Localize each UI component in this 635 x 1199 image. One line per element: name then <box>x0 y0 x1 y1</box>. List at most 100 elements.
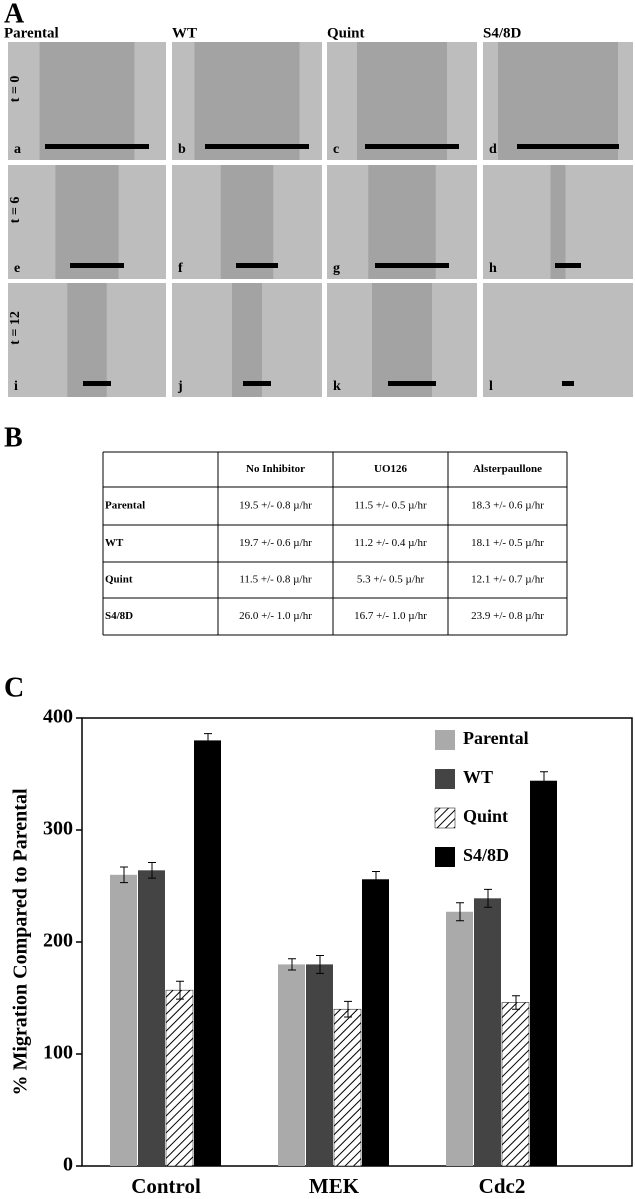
panel-letter: a <box>14 142 21 157</box>
error-bar <box>204 733 212 748</box>
bar <box>362 879 389 1166</box>
legend-label: WT <box>463 767 493 787</box>
table-header: UO126 <box>374 463 408 475</box>
legend-label: Quint <box>463 806 508 826</box>
table-cell: 11.2 +/- 0.4 µ/hr <box>354 537 427 549</box>
table-cell: 11.5 +/- 0.5 µ/hr <box>354 500 427 512</box>
panel-label: A <box>4 0 25 29</box>
scale-bar <box>236 263 278 268</box>
y-tick-label: 0 <box>63 1154 73 1176</box>
row-header: Parental <box>105 500 145 512</box>
panel-letter: g <box>333 261 340 276</box>
wound-area <box>357 42 447 160</box>
error-bar <box>316 954 324 974</box>
error-bar <box>288 958 296 971</box>
error-bar <box>176 980 184 1000</box>
scale-bar <box>70 263 124 268</box>
legend-swatch <box>434 807 456 829</box>
column-label: WT <box>172 25 197 41</box>
x-tick-label: MEK <box>309 1174 360 1198</box>
panel-letter: e <box>14 261 20 276</box>
panel-letter: b <box>178 142 186 157</box>
legend-swatch <box>435 769 455 789</box>
scale-bar <box>562 381 574 386</box>
error-bar <box>344 1000 352 1018</box>
row-label: t = 0 <box>8 76 23 103</box>
bar <box>530 780 557 1166</box>
error-bar <box>120 866 128 884</box>
table-cell: 23.9 +/- 0.8 µ/hr <box>471 610 544 622</box>
table-cell: 18.3 +/- 0.6 µ/hr <box>471 500 544 512</box>
row-label: t = 6 <box>8 197 23 224</box>
panel-letter: l <box>489 379 493 394</box>
error-bar <box>456 902 464 922</box>
wound-area <box>194 42 300 160</box>
y-tick-label: 400 <box>43 706 73 728</box>
panel-letter: f <box>178 261 183 276</box>
wound-area <box>372 283 432 397</box>
wound-area <box>498 42 618 160</box>
bar <box>278 964 305 1166</box>
y-tick-label: 200 <box>43 930 73 952</box>
column-label: Quint <box>327 25 365 41</box>
error-bar <box>148 861 156 879</box>
wound-area <box>55 165 119 279</box>
scale-bar <box>45 144 149 149</box>
panel-letter: j <box>177 379 183 394</box>
error-bar <box>512 995 520 1010</box>
y-tick-label: 100 <box>43 1042 73 1064</box>
bar <box>110 874 137 1166</box>
table-header: Alsterpaullone <box>473 463 542 475</box>
table-cell: 26.0 +/- 1.0 µ/hr <box>239 610 312 622</box>
bar <box>501 1002 530 1167</box>
bar <box>138 870 165 1166</box>
panel-label: B <box>4 422 23 453</box>
micrograph <box>483 283 633 397</box>
scale-bar <box>83 381 111 386</box>
x-tick-label: Cdc2 <box>479 1174 526 1198</box>
row-label: t = 12 <box>8 311 23 345</box>
error-bar <box>540 771 548 791</box>
column-label: Parental <box>4 25 59 41</box>
scale-bar <box>205 144 309 149</box>
table-cell: 19.5 +/- 0.8 µ/hr <box>239 500 312 512</box>
panel-letter: d <box>489 142 497 157</box>
scale-bar <box>375 263 449 268</box>
wound-area <box>550 165 566 279</box>
scale-bar <box>555 263 581 268</box>
row-header: WT <box>105 537 124 549</box>
error-bar <box>372 870 380 888</box>
error-bar <box>484 888 492 908</box>
panel-letter: h <box>489 261 497 276</box>
wound-area <box>220 165 274 279</box>
row-header: Quint <box>105 574 133 586</box>
scale-bar <box>243 381 271 386</box>
x-tick-label: Control <box>131 1174 201 1198</box>
table-cell: 11.5 +/- 0.8 µ/hr <box>239 574 312 586</box>
wound-area <box>368 165 436 279</box>
table-header: No Inhibitor <box>246 463 305 475</box>
table-cell: 19.7 +/- 0.6 µ/hr <box>239 537 312 549</box>
legend-swatch <box>435 730 455 750</box>
y-tick-label: 300 <box>43 818 73 840</box>
column-label: S4/8D <box>483 25 522 41</box>
bar <box>333 1008 362 1167</box>
table-cell: 16.7 +/- 1.0 µ/hr <box>354 610 427 622</box>
row-header: S4/8D <box>105 610 133 622</box>
panel-letter: i <box>14 379 18 394</box>
wound-area <box>67 283 107 397</box>
scale-bar <box>365 144 459 149</box>
table-cell: 12.1 +/- 0.7 µ/hr <box>471 574 544 586</box>
scale-bar <box>517 144 619 149</box>
legend-label: Parental <box>463 728 529 748</box>
wound-area <box>232 283 262 397</box>
bar <box>446 911 473 1166</box>
bar <box>194 740 221 1166</box>
panel-letter: k <box>333 379 341 394</box>
panel-label: C <box>4 672 24 703</box>
bar <box>474 898 501 1166</box>
wound-area <box>39 42 135 160</box>
legend-swatch <box>435 847 455 867</box>
scale-bar <box>388 381 436 386</box>
